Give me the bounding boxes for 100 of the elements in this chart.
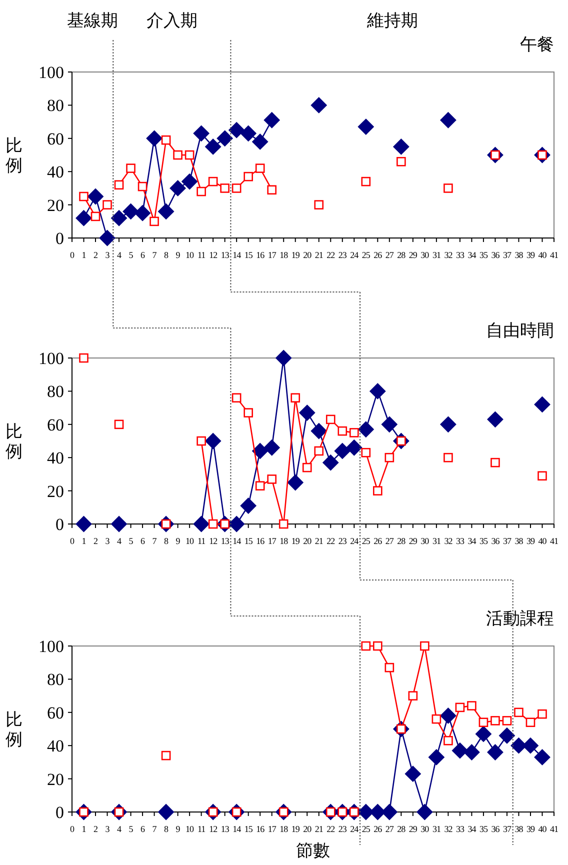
- y-axis-title: 比例: [6, 136, 22, 175]
- x-tick-label: 13: [220, 536, 230, 546]
- x-tick-label: 1: [82, 536, 86, 546]
- x-tick-label: 16: [256, 536, 266, 546]
- x-tick-label: 41: [550, 536, 558, 546]
- x-tick-label: 28: [397, 824, 406, 834]
- x-tick-label: 36: [491, 824, 500, 834]
- y-tick-label: 40: [47, 736, 64, 756]
- x-tick-label: 30: [420, 536, 430, 546]
- x-tick-label: 23: [338, 536, 348, 546]
- x-tick-label: 4: [117, 824, 122, 834]
- x-tick-label: 0: [70, 536, 75, 546]
- x-tick-label: 29: [408, 824, 418, 834]
- y-axis-title: 比例: [6, 710, 22, 749]
- x-tick-label: 34: [468, 824, 477, 834]
- y-tick-label: 60: [47, 129, 64, 148]
- x-tick-label: 13: [220, 250, 230, 260]
- x-tick-label: 3: [105, 536, 110, 546]
- x-tick-label: 2: [94, 536, 98, 546]
- x-tick-label: 27: [385, 824, 394, 834]
- y-tick-label: 80: [47, 96, 64, 116]
- x-tick-label: 41: [550, 824, 558, 834]
- y-tick-label: 0: [56, 229, 64, 248]
- x-tick-label: 13: [220, 824, 230, 834]
- x-tick-label: 19: [291, 824, 300, 834]
- x-tick-label: 11: [197, 250, 206, 260]
- y-tick-label: 60: [47, 415, 64, 434]
- x-tick-label: 28: [397, 250, 406, 260]
- x-tick-label: 18: [280, 824, 289, 834]
- x-tick-label: 7: [152, 536, 158, 546]
- x-tick-label: 40: [538, 250, 548, 260]
- chart-title: 活動課程: [486, 609, 554, 628]
- x-tick-label: 9: [176, 536, 181, 546]
- x-tick-label: 12: [209, 824, 218, 834]
- x-tick-label: 14: [232, 250, 242, 260]
- x-tick-label: 30: [420, 824, 430, 834]
- x-tick-label: 25: [362, 824, 371, 834]
- x-tick-label: 6: [140, 250, 146, 260]
- x-tick-label: 27: [385, 536, 394, 546]
- x-axis-title: 節數: [296, 841, 330, 860]
- x-tick-label: 4: [117, 536, 122, 546]
- y-tick-label: 80: [47, 670, 64, 690]
- x-tick-label: 23: [338, 824, 348, 834]
- x-tick-label: 24: [350, 824, 360, 834]
- x-tick-label: 39: [526, 250, 536, 260]
- x-tick-label: 39: [526, 536, 536, 546]
- x-tick-label: 36: [491, 250, 500, 260]
- y-tick-label: 0: [56, 515, 64, 534]
- x-tick-label: 37: [502, 536, 512, 546]
- y-tick-label: 20: [47, 196, 64, 215]
- x-tick-label: 19: [291, 536, 300, 546]
- x-tick-label: 35: [479, 824, 488, 834]
- y-axis-title: 比例: [6, 422, 22, 461]
- text: 基線期: [67, 11, 118, 30]
- y-tick-label: 100: [38, 637, 64, 656]
- x-tick-label: 35: [479, 250, 488, 260]
- x-tick-label: 9: [176, 824, 181, 834]
- x-tick-label: 21: [314, 250, 323, 260]
- x-tick-label: 17: [268, 250, 277, 260]
- x-tick-label: 17: [268, 824, 277, 834]
- x-tick-label: 5: [128, 824, 134, 834]
- x-tick-label: 32: [444, 824, 452, 834]
- x-tick-label: 37: [502, 824, 512, 834]
- x-tick-label: 27: [385, 250, 394, 260]
- x-tick-label: 18: [280, 536, 289, 546]
- x-tick-label: 24: [350, 250, 360, 260]
- x-tick-label: 36: [491, 536, 500, 546]
- x-tick-label: 34: [468, 250, 477, 260]
- x-tick-label: 26: [374, 536, 383, 546]
- y-tick-label: 20: [47, 770, 64, 789]
- x-tick-label: 34: [468, 536, 477, 546]
- x-tick-label: 2: [94, 250, 98, 260]
- x-tick-label: 6: [140, 536, 146, 546]
- x-tick-label: 3: [105, 824, 110, 834]
- x-tick-label: 25: [362, 536, 371, 546]
- y-tick-label: 20: [47, 482, 64, 501]
- x-tick-label: 1: [82, 250, 86, 260]
- x-tick-label: 33: [456, 824, 465, 834]
- x-tick-label: 21: [314, 824, 323, 834]
- y-tick-label: 100: [38, 63, 64, 82]
- x-tick-label: 22: [326, 250, 335, 260]
- x-tick-label: 2: [94, 824, 98, 834]
- x-tick-label: 14: [232, 536, 242, 546]
- x-tick-label: 9: [176, 250, 181, 260]
- text: 介入期: [146, 11, 198, 30]
- x-tick-label: 40: [538, 824, 548, 834]
- x-tick-label: 6: [140, 824, 146, 834]
- chart-title: 自由時間: [486, 321, 554, 340]
- x-tick-label: 15: [244, 250, 254, 260]
- x-tick-label: 23: [338, 250, 348, 260]
- x-tick-label: 29: [408, 250, 418, 260]
- x-tick-label: 20: [303, 536, 312, 546]
- x-tick-label: 26: [374, 250, 383, 260]
- x-tick-label: 28: [397, 536, 406, 546]
- x-tick-label: 10: [186, 250, 195, 260]
- x-tick-label: 1: [82, 824, 86, 834]
- y-tick-label: 80: [47, 382, 64, 402]
- x-tick-label: 38: [514, 250, 524, 260]
- x-tick-label: 33: [456, 536, 465, 546]
- x-tick-label: 17: [268, 536, 277, 546]
